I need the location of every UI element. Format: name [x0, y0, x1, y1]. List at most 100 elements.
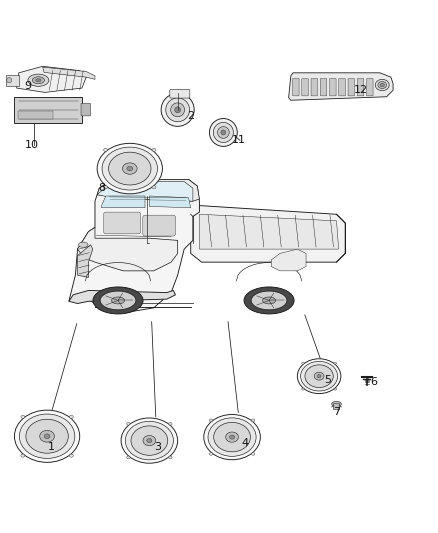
Polygon shape	[149, 196, 191, 208]
Polygon shape	[43, 67, 95, 79]
Ellipse shape	[226, 432, 238, 442]
Text: 6: 6	[370, 377, 377, 387]
Text: 4: 4	[241, 438, 249, 448]
Ellipse shape	[147, 439, 152, 442]
FancyBboxPatch shape	[333, 403, 339, 410]
Ellipse shape	[208, 418, 256, 456]
Ellipse shape	[36, 79, 41, 82]
Text: 9: 9	[24, 81, 31, 91]
FancyBboxPatch shape	[357, 78, 364, 96]
FancyBboxPatch shape	[6, 75, 19, 86]
Polygon shape	[102, 196, 145, 208]
Ellipse shape	[26, 419, 68, 453]
Ellipse shape	[305, 365, 333, 387]
Ellipse shape	[69, 415, 73, 418]
Ellipse shape	[112, 297, 124, 304]
Ellipse shape	[21, 454, 25, 457]
Text: 11: 11	[232, 135, 246, 146]
Ellipse shape	[28, 74, 49, 86]
Ellipse shape	[97, 143, 162, 194]
FancyBboxPatch shape	[293, 78, 299, 96]
Text: 8: 8	[98, 183, 105, 193]
Ellipse shape	[209, 453, 213, 455]
Circle shape	[171, 103, 184, 117]
FancyBboxPatch shape	[104, 212, 141, 234]
FancyBboxPatch shape	[311, 78, 318, 96]
Ellipse shape	[251, 453, 255, 455]
FancyBboxPatch shape	[302, 78, 308, 96]
FancyBboxPatch shape	[18, 111, 53, 119]
Ellipse shape	[380, 83, 385, 87]
Ellipse shape	[334, 388, 336, 390]
Circle shape	[218, 127, 229, 138]
Ellipse shape	[143, 435, 156, 446]
Ellipse shape	[78, 242, 88, 247]
Ellipse shape	[69, 454, 73, 457]
Polygon shape	[289, 73, 393, 100]
Ellipse shape	[21, 415, 25, 418]
Ellipse shape	[127, 423, 130, 425]
Ellipse shape	[100, 291, 136, 310]
Ellipse shape	[40, 430, 54, 442]
Ellipse shape	[109, 152, 151, 185]
FancyBboxPatch shape	[348, 78, 355, 96]
Ellipse shape	[375, 79, 389, 91]
FancyBboxPatch shape	[339, 78, 345, 96]
Ellipse shape	[152, 186, 156, 189]
Polygon shape	[271, 249, 306, 271]
Polygon shape	[97, 180, 199, 201]
Ellipse shape	[103, 186, 107, 189]
Ellipse shape	[103, 148, 107, 151]
Ellipse shape	[204, 415, 260, 460]
Ellipse shape	[230, 435, 235, 439]
Ellipse shape	[378, 82, 387, 88]
Text: 12: 12	[353, 85, 367, 95]
Ellipse shape	[214, 422, 251, 452]
Circle shape	[161, 93, 194, 126]
Ellipse shape	[131, 426, 168, 455]
Polygon shape	[78, 228, 178, 271]
FancyBboxPatch shape	[170, 90, 190, 98]
Ellipse shape	[209, 419, 213, 422]
Text: 3: 3	[155, 442, 162, 452]
Ellipse shape	[121, 418, 178, 463]
Ellipse shape	[32, 77, 45, 84]
Ellipse shape	[302, 388, 304, 390]
Circle shape	[175, 107, 180, 113]
Ellipse shape	[297, 359, 341, 393]
Ellipse shape	[125, 422, 173, 460]
Circle shape	[221, 130, 226, 135]
Polygon shape	[69, 180, 199, 312]
Circle shape	[209, 118, 237, 147]
Ellipse shape	[102, 147, 158, 190]
Ellipse shape	[169, 423, 172, 425]
Ellipse shape	[127, 456, 130, 459]
Ellipse shape	[317, 375, 321, 378]
Circle shape	[166, 98, 190, 122]
Text: 7: 7	[333, 407, 340, 417]
FancyBboxPatch shape	[143, 215, 176, 236]
Text: 10: 10	[25, 140, 39, 150]
Text: 2: 2	[187, 111, 194, 122]
Ellipse shape	[93, 287, 143, 314]
Ellipse shape	[152, 148, 156, 151]
Ellipse shape	[19, 414, 75, 458]
Polygon shape	[69, 290, 176, 303]
Ellipse shape	[123, 163, 137, 174]
Text: 1: 1	[48, 442, 55, 452]
FancyBboxPatch shape	[320, 78, 327, 96]
Ellipse shape	[251, 419, 255, 422]
Ellipse shape	[44, 434, 50, 439]
Polygon shape	[17, 66, 86, 92]
Polygon shape	[78, 245, 93, 277]
Ellipse shape	[14, 410, 80, 462]
FancyBboxPatch shape	[367, 78, 373, 96]
Circle shape	[7, 78, 12, 83]
FancyBboxPatch shape	[81, 103, 91, 116]
Ellipse shape	[300, 361, 338, 391]
Polygon shape	[199, 214, 339, 249]
Polygon shape	[97, 182, 193, 201]
Polygon shape	[191, 206, 345, 262]
Ellipse shape	[127, 166, 133, 171]
FancyBboxPatch shape	[14, 97, 82, 123]
